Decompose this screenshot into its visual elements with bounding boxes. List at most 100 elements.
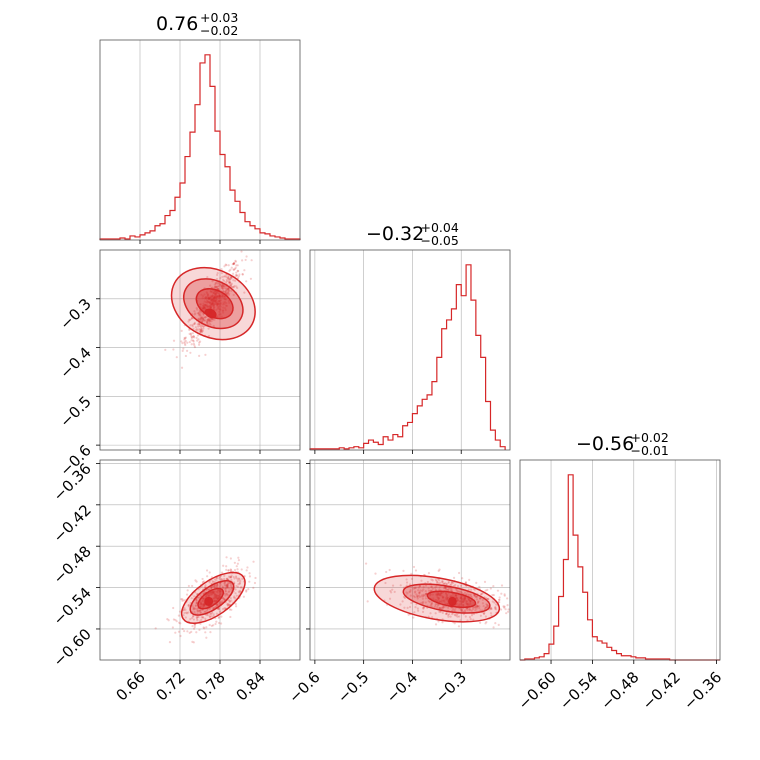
scatter-2-point [403,606,406,609]
scatter-1-point [190,630,193,633]
scatter-2-point [445,611,448,615]
scatter-2-point [435,579,438,583]
scatter-2-point [405,578,408,581]
scatter-0-point [223,265,226,268]
scatter-1-point [252,560,255,563]
scatter-1-point [218,575,222,579]
scatter-0-point [230,266,233,269]
scatter-2-point [505,612,508,615]
scatter-0-point [227,287,230,291]
scatter-2-point [475,596,478,599]
scatter-1-point [225,592,229,595]
scatter-0-point [215,285,218,288]
scatter-2-point [413,611,416,614]
scatter-0-point [190,317,193,321]
scatter-2-point [497,623,500,626]
scatter-0-point [208,320,211,323]
scatter-0-point [186,349,189,352]
scatter-2-point [457,571,461,575]
scatter-1-point [221,600,224,603]
scatter-2-point [445,588,448,591]
scatter-0-point [229,278,232,281]
scatter-1-point [223,577,226,580]
scatter-2-point [436,604,440,607]
scatter-0-point [206,321,209,324]
scatter-2-point [424,597,427,600]
scatter-2-point [405,591,408,594]
scatter-0-point [193,322,196,326]
x-tick-label-col0: 0.66 [112,668,148,704]
scatter-2-point [489,612,493,615]
scatter-0-point [225,292,228,295]
scatter-0-point [202,313,205,316]
scatter-2-point [422,585,425,589]
scatter-2-point [468,616,472,619]
scatter-1-point [215,583,219,586]
scatter-2-point [420,579,423,582]
scatter-2-point [456,585,460,588]
scatter-1-point [222,596,225,599]
scatter-1-point [226,604,229,607]
scatter-2-point [451,613,454,616]
scatter-2-point [435,581,439,584]
scatter-2-point [459,584,463,587]
scatter-1-point [233,568,237,572]
scatter-0-point [237,275,240,278]
scatter-1-point [205,636,208,639]
scatter-1-point [248,572,251,575]
scatter-1-point [193,607,196,610]
y-tick-label-row1: −0.3 [56,295,94,333]
scatter-1-point [210,586,213,589]
scatter-1-point [183,607,186,610]
scatter-1-point [232,596,236,599]
scatter-2-point [492,626,495,629]
scatter-1-point [193,611,196,614]
scatter-1-point [191,624,194,628]
scatter-0-point [230,276,233,280]
scatter-0-point [234,266,237,269]
scatter-1-point [212,624,215,627]
scatter-0-point [206,318,209,322]
scatter-1-point [239,589,242,592]
scatter-1-point [206,575,209,578]
scatter-2-point [406,592,409,595]
scatter-1-point [191,640,194,643]
scatter-0-point [234,260,238,263]
scatter-0-point [227,277,230,280]
scatter-1-point [209,631,212,634]
scatter-0-point [202,319,205,322]
scatter-2-point [421,610,425,613]
scatter-0-point [184,337,187,340]
scatter-0-point [221,285,224,288]
scatter-1-point [230,578,233,582]
scatter-1-point [200,616,203,619]
scatter-2-point [384,581,387,585]
scatter-1-content [154,556,257,644]
scatter-1-point [237,577,240,580]
scatter-2-point [477,600,480,603]
scatter-0-point [218,283,221,286]
scatter-2-point [457,590,460,593]
scatter-1-point [227,590,230,593]
scatter-0-point [183,342,187,345]
scatter-1-point [205,626,208,629]
scatter-0-point [226,291,230,294]
scatter-0-frame [99,249,301,451]
y-tick-label-row2: −0.54 [50,584,95,629]
scatter-0-point [220,286,224,289]
scatter-2-point [413,591,417,594]
scatter-0-point [235,271,238,274]
scatter-1-point [236,562,239,565]
scatter-1-point [219,578,222,581]
scatter-2-point [409,589,412,592]
scatter-0-point [199,330,202,333]
scatter-1-point [224,587,227,590]
scatter-2-point [416,595,419,598]
scatter-0-point [232,272,235,275]
scatter-2-point [498,598,501,601]
scatter-1-point [235,605,238,608]
scatter-1-point [235,576,238,579]
scatter-2-point [507,608,510,611]
scatter-2-point [457,615,461,618]
scatter-1-point [213,584,217,587]
